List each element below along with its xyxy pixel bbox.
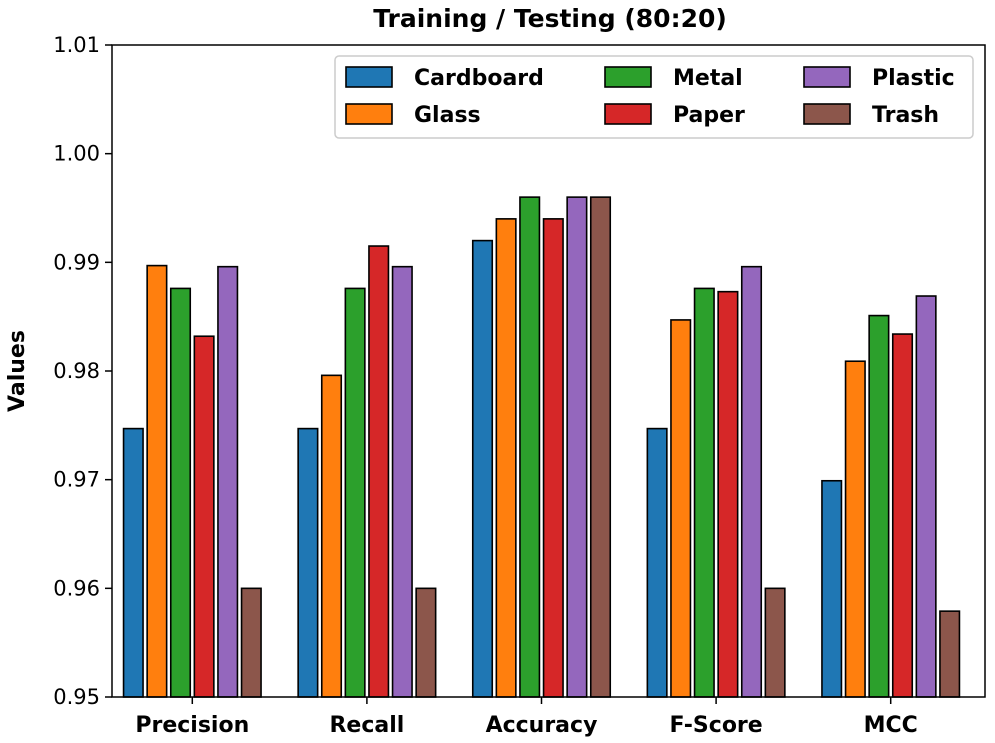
- y-tick-label: 0.97: [53, 468, 100, 492]
- plot-area-frame: [111, 44, 986, 698]
- bar-cardboard-accuracy: [471, 239, 494, 698]
- bar-cardboard-f-score: [646, 427, 668, 698]
- legend-label-trash: Trash: [872, 103, 939, 128]
- bar-plastic-recall: [391, 265, 413, 698]
- y-tick-label: 1.00: [53, 142, 100, 166]
- legend-swatch-trash: [803, 103, 851, 125]
- bar-glass-precision: [146, 264, 168, 698]
- bar-paper-f-score: [717, 290, 739, 698]
- legend-label-glass: Glass: [414, 103, 481, 128]
- x-tick-label-accuracy: Accuracy: [486, 713, 598, 738]
- legend: Cardboard Glass Metal Paper Plastic Trash: [334, 55, 974, 139]
- bar-paper-precision: [193, 335, 215, 698]
- legend-label-metal: Metal: [673, 66, 743, 91]
- x-tick-label-precision: Precision: [135, 713, 249, 738]
- bar-plastic-mcc: [915, 295, 937, 698]
- x-tick-label-mcc: MCC: [864, 713, 918, 738]
- legend-swatch-glass: [345, 103, 393, 125]
- legend-label-cardboard: Cardboard: [414, 66, 544, 91]
- bar-paper-accuracy: [542, 218, 564, 698]
- bar-metal-accuracy: [519, 196, 541, 698]
- legend-label-paper: Paper: [673, 103, 745, 128]
- bar-plastic-f-score: [740, 265, 763, 698]
- bar-trash-recall: [415, 587, 437, 698]
- bar-cardboard-mcc: [821, 479, 843, 698]
- legend-swatch-cardboard: [345, 66, 393, 88]
- y-tick-label: 0.99: [53, 250, 100, 274]
- bar-metal-mcc: [868, 314, 890, 698]
- bar-trash-f-score: [764, 587, 786, 698]
- y-tick-label: 0.96: [53, 576, 100, 600]
- bar-glass-f-score: [670, 319, 692, 698]
- bar-trash-precision: [240, 587, 262, 698]
- x-tick-labels: Precision Recall Accuracy F-Score MCC: [135, 697, 918, 738]
- x-tick-label-recall: Recall: [329, 713, 404, 738]
- bar-glass-mcc: [844, 360, 866, 698]
- bar-trash-accuracy: [589, 196, 612, 698]
- bar-glass-recall: [320, 374, 343, 698]
- legend-swatch-plastic: [803, 66, 851, 88]
- legend-label-plastic: Plastic: [872, 66, 955, 91]
- bar-paper-mcc: [891, 333, 914, 698]
- chart-title: Training / Testing (80:20): [373, 4, 727, 33]
- bar-plastic-precision: [217, 265, 239, 698]
- bar-glass-accuracy: [495, 218, 517, 698]
- bar-metal-precision: [169, 287, 192, 698]
- bar-metal-f-score: [693, 287, 715, 698]
- y-tick-marks: [105, 44, 112, 698]
- y-axis-label: Values: [5, 330, 30, 412]
- x-tick-label-f-score: F-Score: [669, 713, 762, 738]
- bar-cardboard-precision: [122, 427, 144, 698]
- legend-swatch-metal: [604, 66, 652, 88]
- y-tick-labels: 0.95 0.96 0.97 0.98 0.99 1.00 1.01: [53, 33, 100, 709]
- bar-plastic-accuracy: [566, 196, 588, 698]
- y-tick-label: 0.98: [53, 359, 100, 383]
- bars-group: [122, 196, 961, 698]
- y-tick-label: 1.01: [53, 33, 100, 57]
- y-tick-label: 0.95: [53, 685, 100, 709]
- legend-swatch-paper: [604, 103, 652, 125]
- bar-cardboard-recall: [297, 427, 319, 698]
- bar-trash-mcc: [939, 610, 961, 698]
- bar-metal-recall: [344, 287, 366, 698]
- bar-paper-recall: [368, 245, 390, 698]
